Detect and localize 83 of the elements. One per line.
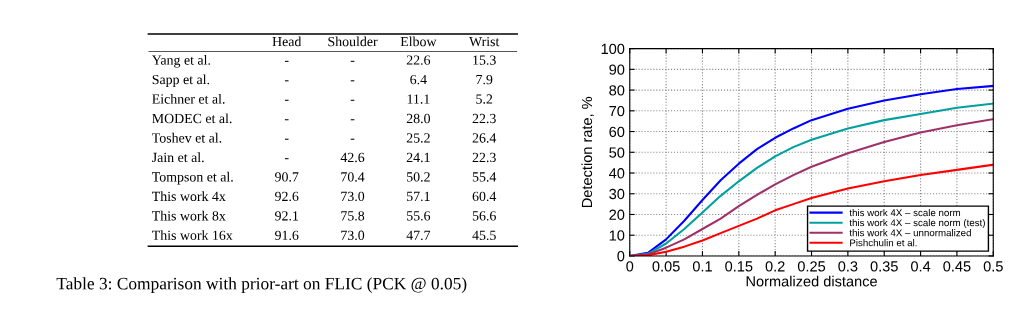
text: 60.4 [472, 191, 497, 202]
text: 22.3 [472, 152, 496, 163]
text: 57.1 [407, 191, 430, 202]
y-tick-label: 50 [609, 147, 625, 158]
legend-label: Pishchulin et al. [850, 239, 917, 247]
text: 7.9 [476, 74, 493, 85]
text: 92.6 [275, 191, 299, 202]
x-tick-label: 0.1 [692, 261, 712, 272]
text: 6.4 [410, 74, 427, 85]
x-tick-label: 0.45 [943, 261, 971, 272]
x-axis-title: Normalized distance [746, 275, 877, 287]
text: 55.4 [472, 172, 497, 182]
y-tick-label: 40 [609, 168, 625, 179]
text: - [350, 138, 355, 140]
text: - [350, 99, 355, 101]
category-label: This work 8x [152, 210, 226, 221]
category-label: Jain et al. [152, 152, 204, 163]
text: - [284, 99, 289, 101]
x-tick-label: 0.05 [652, 261, 680, 272]
text: 47.7 [406, 230, 431, 241]
text: - [284, 60, 289, 62]
text: 15.3 [473, 55, 496, 65]
category-label: This work 16x [152, 230, 233, 240]
x-tick-label: 0.4 [911, 261, 931, 272]
text: 11.1 [407, 94, 430, 104]
text: 55.6 [407, 211, 431, 221]
y-tick-label: 70 [609, 105, 625, 117]
text: 24.1 [406, 152, 430, 163]
category-label: Toshev et al. [152, 132, 222, 143]
x-tick-label: 0.5 [983, 261, 1003, 272]
text: - [350, 80, 355, 82]
legend-label: this work 4X – scale norm (test) [849, 219, 985, 229]
text: - [284, 119, 289, 121]
text: 91.6 [275, 230, 299, 241]
text: 22.3 [472, 113, 496, 124]
y-tick-label: 20 [609, 209, 625, 220]
text: 92.1 [275, 211, 299, 221]
text: - [284, 158, 289, 160]
text: 50.2 [407, 172, 430, 182]
text: 73.0 [341, 230, 365, 241]
x-tick-label: 0.3 [838, 261, 858, 272]
category-label: Elbow [400, 36, 437, 47]
text: 90.7 [275, 172, 299, 182]
text: 70.4 [341, 172, 365, 182]
text: 22.6 [406, 55, 431, 65]
text: 25.2 [406, 133, 430, 143]
category-label: This work 4x [152, 191, 226, 202]
category-label: Yang et al. [151, 54, 211, 68]
category-label: Head [272, 36, 302, 47]
text: 45.5 [472, 230, 496, 241]
category-label: Shoulder [328, 36, 378, 47]
x-tick-label: 0 [626, 261, 634, 272]
category-label: Wrist [469, 36, 500, 47]
y-tick-label: 10 [609, 230, 625, 241]
y-tick-label: 60 [609, 126, 625, 137]
legend-label: this work 4X – unnormalized [849, 229, 971, 237]
text: - [284, 138, 289, 140]
text: 26.4 [472, 133, 497, 143]
text: 75.8 [341, 211, 365, 221]
caption: Table 3: Comparison with prior-art on FLIC (PCK @ 0.05) [56, 277, 467, 293]
x-tick-label: 0.15 [725, 261, 753, 272]
y-tick-label: 80 [609, 85, 625, 96]
text: - [350, 119, 355, 121]
legend-label: this work 4X – scale norm [849, 209, 961, 217]
text: 73.0 [341, 191, 365, 202]
x-tick-label: 0.35 [870, 261, 898, 272]
category-label: Sapp et al. [152, 74, 210, 88]
x-tick-label: 0.25 [797, 261, 826, 272]
category-label: Eichner et al. [152, 93, 225, 104]
category-label: Tompson et al. [152, 171, 233, 185]
text: - [284, 80, 289, 82]
text: 42.6 [340, 152, 365, 163]
text: 5.2 [476, 94, 493, 104]
y-tick-label: 100 [601, 43, 625, 55]
text: 56.6 [472, 211, 496, 221]
text: 28.0 [406, 113, 430, 124]
y-tick-label: 0 [617, 251, 625, 262]
y-tick-label: 90 [609, 64, 625, 75]
text: - [350, 60, 355, 62]
y-axis-title: Detection rate, % [581, 96, 594, 208]
x-tick-label: 0.2 [765, 261, 785, 272]
y-tick-label: 30 [609, 188, 625, 200]
category-label: MODEC et al. [152, 113, 232, 124]
